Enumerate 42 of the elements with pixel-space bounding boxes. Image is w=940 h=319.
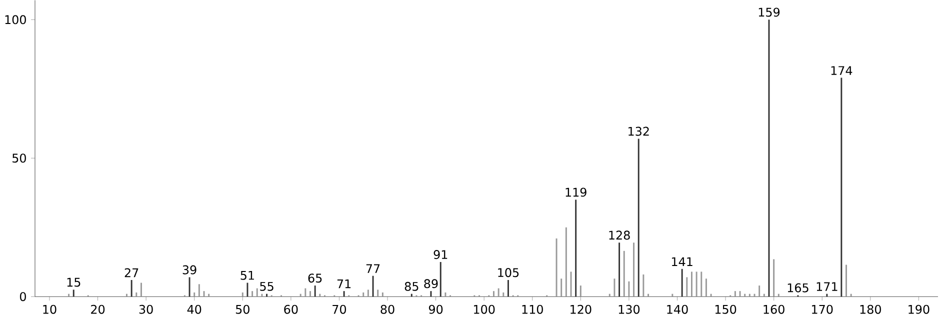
annotation: 27 bbox=[124, 268, 138, 278]
x-tick-label: 160 bbox=[764, 305, 784, 314]
annotation: 77 bbox=[366, 264, 380, 274]
annotation: 91 bbox=[434, 250, 448, 260]
annotation: 132 bbox=[628, 127, 649, 136]
x-tick-label: 40 bbox=[187, 305, 202, 314]
x-tick-label: 50 bbox=[236, 305, 250, 314]
x-tick-label: 180 bbox=[860, 305, 881, 314]
annotation: 128 bbox=[609, 230, 630, 240]
x-tick-label: 140 bbox=[667, 305, 688, 314]
x-tick-label: 10 bbox=[43, 305, 56, 314]
x-tick-label: 190 bbox=[908, 305, 930, 314]
annotation: 174 bbox=[831, 66, 852, 76]
x-tick-label: 60 bbox=[284, 305, 298, 314]
x-tick-label: 80 bbox=[380, 305, 394, 314]
annotation: 15 bbox=[67, 278, 80, 288]
annotation: 89 bbox=[424, 279, 438, 288]
x-tick-label: 130 bbox=[618, 305, 640, 314]
annotation: 105 bbox=[498, 268, 519, 278]
annotation: 71 bbox=[337, 280, 351, 288]
annotation: 55 bbox=[260, 282, 274, 292]
x-tick-label: 30 bbox=[139, 305, 153, 314]
y-tick-label: 100 bbox=[5, 15, 26, 24]
x-tick-label: 100 bbox=[474, 305, 495, 314]
annotation: 171 bbox=[816, 282, 838, 292]
annotation: 141 bbox=[672, 258, 692, 266]
x-tick-label: 110 bbox=[522, 305, 543, 314]
annotation: 159 bbox=[758, 8, 780, 17]
annotation: 165 bbox=[788, 284, 808, 293]
x-tick-label: 20 bbox=[91, 305, 105, 314]
x-tick-label: 170 bbox=[812, 305, 833, 314]
y-tick-label: 50 bbox=[12, 154, 26, 163]
x-tick-label: 70 bbox=[332, 305, 346, 314]
annotation: 85 bbox=[404, 282, 418, 292]
annotation: 39 bbox=[182, 266, 196, 275]
x-tick-label: 120 bbox=[570, 305, 592, 314]
y-tick-label: 0 bbox=[20, 292, 26, 302]
annotation: 51 bbox=[240, 271, 254, 280]
x-tick-label: 90 bbox=[428, 305, 443, 314]
x-tick-label: 150 bbox=[715, 305, 736, 314]
annotation: 119 bbox=[566, 188, 586, 198]
annotation: 65 bbox=[308, 274, 322, 283]
